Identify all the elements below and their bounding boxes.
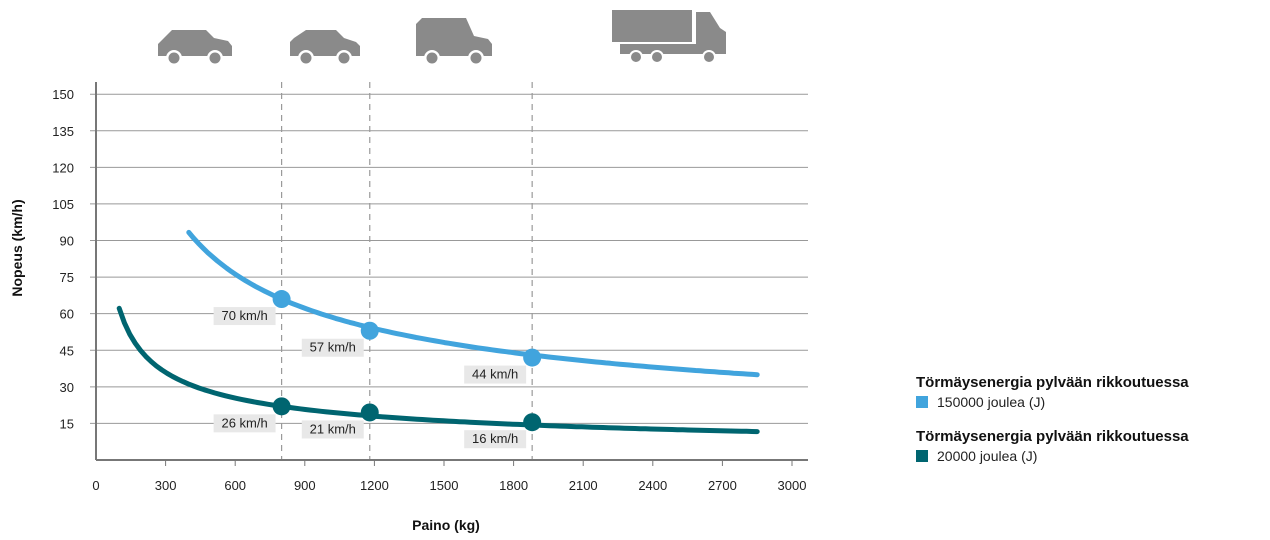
- data-point: [360, 321, 379, 340]
- y-tick-label: 150: [52, 87, 74, 102]
- data-point: [272, 397, 291, 416]
- data-label: 21 km/h: [310, 421, 356, 436]
- y-tick-label: 15: [60, 416, 74, 431]
- legend-label: 20000 joulea (J): [937, 448, 1038, 464]
- legend-title: Törmäysenergia pylvään rikkoutuessa: [916, 428, 1189, 445]
- data-label-bg: [464, 365, 527, 384]
- legend: Törmäysenergia pylvään rikkoutuessa 1500…: [916, 374, 1266, 482]
- legend-title: Törmäysenergia pylvään rikkoutuessa: [916, 374, 1189, 391]
- data-point: [523, 413, 542, 432]
- data-label: 44 km/h: [472, 367, 518, 382]
- legend-item-20000: 20000 joulea (J): [916, 448, 1266, 464]
- x-tick-label: 300: [155, 478, 177, 493]
- legend-label: 150000 joulea (J): [937, 394, 1046, 410]
- y-tick-label: 135: [52, 124, 74, 139]
- category-dividers: [281, 82, 533, 460]
- legend-group-20000: Törmäysenergia pylvään rikkoutuessa 2000…: [916, 428, 1266, 464]
- x-tick-label: 900: [294, 478, 316, 493]
- data-label: 57 km/h: [310, 340, 356, 355]
- x-axis-title: Paino (kg): [412, 517, 480, 533]
- y-tick-label: 75: [60, 270, 74, 285]
- y-tick-label: 90: [60, 234, 74, 249]
- series-line-20000: [116, 305, 760, 435]
- legend-swatch-light: [916, 396, 928, 408]
- y-axis-title: Nopeus (km/h): [9, 199, 25, 296]
- truck-icon: [612, 10, 726, 64]
- data-label-bg: [301, 420, 364, 439]
- vehicle-icons: [158, 10, 726, 66]
- x-tick-label: 0: [92, 478, 99, 493]
- data-label: 16 km/h: [472, 431, 518, 446]
- y-tick-label: 105: [52, 197, 74, 212]
- x-tick-label: 3000: [778, 478, 807, 493]
- data-point: [272, 290, 291, 309]
- data-labels: 70 km/h 57 km/h 44 km/h 26 km/h 21 km/h 16 km…: [213, 307, 527, 449]
- data-point: [360, 403, 379, 422]
- small-car-icon: [158, 30, 232, 66]
- data-label-bg: [464, 430, 527, 449]
- grid-lines: [90, 93, 808, 424]
- x-tick-label: 1800: [499, 478, 528, 493]
- van-icon: [416, 18, 492, 66]
- legend-item-150000: 150000 joulea (J): [916, 394, 1266, 410]
- data-point: [523, 348, 542, 367]
- x-tick-label: 2100: [569, 478, 598, 493]
- data-label-bg: [213, 307, 276, 326]
- data-label: 26 km/h: [221, 415, 267, 430]
- x-tick-label: 2400: [638, 478, 667, 493]
- y-tick-label: 120: [52, 160, 74, 175]
- hatchback-icon: [290, 30, 360, 66]
- legend-group-150000: Törmäysenergia pylvään rikkoutuessa 1500…: [916, 374, 1266, 410]
- x-tick-label: 600: [224, 478, 246, 493]
- data-label-bg: [301, 338, 364, 357]
- x-tick-label: 2700: [708, 478, 737, 493]
- legend-swatch-dark: [916, 450, 928, 462]
- y-tick-label: 45: [60, 343, 74, 358]
- y-tick-label: 60: [60, 307, 74, 322]
- x-tick-label: 1200: [360, 478, 389, 493]
- data-label: 70 km/h: [221, 308, 267, 323]
- y-tick-label: 30: [60, 380, 74, 395]
- series-lines: [116, 229, 760, 435]
- data-label-bg: [213, 414, 276, 433]
- x-tick-label: 1500: [430, 478, 459, 493]
